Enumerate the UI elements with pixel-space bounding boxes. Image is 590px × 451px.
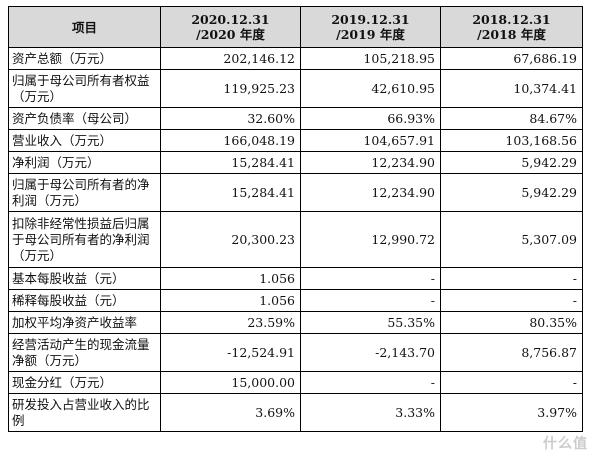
value-2018: 80.35% [440, 311, 583, 334]
table-row: 归属于母公司所有者权益（万元） 119,925.23 42,610.95 10,374… [8, 69, 583, 108]
value-2020: 15,284.41 [160, 173, 301, 212]
value-2020: 23.59% [160, 311, 301, 334]
value-2018: 67,686.19 [440, 47, 583, 70]
table-row: 加权平均净资产收益率 23.59% 55.35% 80.35% [8, 311, 583, 334]
header-item: 项目 [8, 6, 161, 48]
value-2018: 103,168.56 [440, 129, 583, 152]
row-label: 归属于母公司所有者的净利润（万元） [8, 173, 161, 212]
table-row: 净利润（万元） 15,284.41 12,234.90 5,942.29 [8, 151, 583, 174]
table-row: 现金分红（万元） 15,000.00- - [8, 371, 583, 394]
table-row: 资产总额（万元） 202,146.12 105,218.95 67,686.19 [8, 47, 583, 70]
table-row: 扣除非经常性损益后归属于母公司所有者的净利润（万元） 20,300.23 12,99… [8, 211, 583, 268]
value-2018: - [440, 371, 583, 394]
row-label: 研发投入占营业收入的比例 [8, 393, 161, 432]
row-label: 加权平均净资产收益率 [8, 311, 161, 334]
row-label: 稀释每股收益（元） [8, 289, 161, 312]
value-2018: - [440, 267, 583, 290]
value-2020: 15,284.41 [160, 151, 301, 174]
value-2019: 105,218.95 [300, 47, 441, 70]
value-2019: 12,234.90 [300, 151, 441, 174]
value-2019: - [300, 267, 441, 290]
value-2019: - [300, 371, 441, 394]
value-2019: 66.93% [300, 107, 441, 130]
value-2019: 55.35% [300, 311, 441, 334]
row-label: 扣除非经常性损益后归属于母公司所有者的净利润（万元） [8, 211, 161, 268]
value-2018: 5,307.09 [440, 211, 583, 268]
value-2020: 1.056 [160, 289, 301, 312]
table-row: 经营活动产生的现金流量净额（万元） -12,524.91 -2,143.70 8,75… [8, 333, 583, 372]
value-2020: -12,524.91 [160, 333, 301, 372]
value-2019: 12,990.72 [300, 211, 441, 268]
financial-summary-table: 项目 2020.12.31/2020 年度 2019.12.31/2019 年度… [8, 6, 583, 432]
value-2020: 3.69% [160, 393, 301, 432]
row-label: 资产负债率（母公司） [8, 107, 161, 130]
table-row: 稀释每股收益（元） 1.056- - [8, 289, 583, 312]
value-2019: - [300, 289, 441, 312]
value-2020: 166,048.19 [160, 129, 301, 152]
value-2019: -2,143.70 [300, 333, 441, 372]
value-2018: 5,942.29 [440, 151, 583, 174]
row-label: 经营活动产生的现金流量净额（万元） [8, 333, 161, 372]
row-label: 现金分红（万元） [8, 371, 161, 394]
value-2018: - [440, 289, 583, 312]
header-2018: 2018.12.31/2018 年度 [440, 6, 583, 48]
value-2020: 119,925.23 [160, 69, 301, 108]
value-2020: 20,300.23 [160, 211, 301, 268]
row-label: 营业收入（万元） [8, 129, 161, 152]
value-2018: 5,942.29 [440, 173, 583, 212]
value-2018: 8,756.87 [440, 333, 583, 372]
header-2019: 2019.12.31/2019 年度 [300, 6, 441, 48]
header-2020: 2020.12.31/2020 年度 [160, 6, 301, 48]
value-2020: 32.60% [160, 107, 301, 130]
value-2019: 3.33% [300, 393, 441, 432]
value-2018: 3.97% [440, 393, 583, 432]
value-2018: 84.67% [440, 107, 583, 130]
row-label: 净利润（万元） [8, 151, 161, 174]
value-2019: 104,657.91 [300, 129, 441, 152]
value-2018: 10,374.41 [440, 69, 583, 108]
value-2019: 12,234.90 [300, 173, 441, 212]
watermark: 什么值 [543, 436, 588, 451]
table-header-row: 项目 2020.12.31/2020 年度 2019.12.31/2019 年度… [8, 6, 583, 48]
table-row: 研发投入占营业收入的比例 3.69% 3.33% 3.97% [8, 393, 583, 432]
table-row: 营业收入（万元） 166,048.19 104,657.91 103,168.56 [8, 129, 583, 152]
table-row: 归属于母公司所有者的净利润（万元） 15,284.41 12,234.90 5,942… [8, 173, 583, 212]
table-row: 基本每股收益（元） 1.056- - [8, 267, 583, 290]
value-2019: 42,610.95 [300, 69, 441, 108]
row-label: 基本每股收益（元） [8, 267, 161, 290]
value-2020: 1.056 [160, 267, 301, 290]
row-label: 资产总额（万元） [8, 47, 161, 70]
table-row: 资产负债率（母公司） 32.60% 66.93% 84.67% [8, 107, 583, 130]
value-2020: 202,146.12 [160, 47, 301, 70]
value-2020: 15,000.00 [160, 371, 301, 394]
row-label: 归属于母公司所有者权益（万元） [8, 69, 161, 108]
